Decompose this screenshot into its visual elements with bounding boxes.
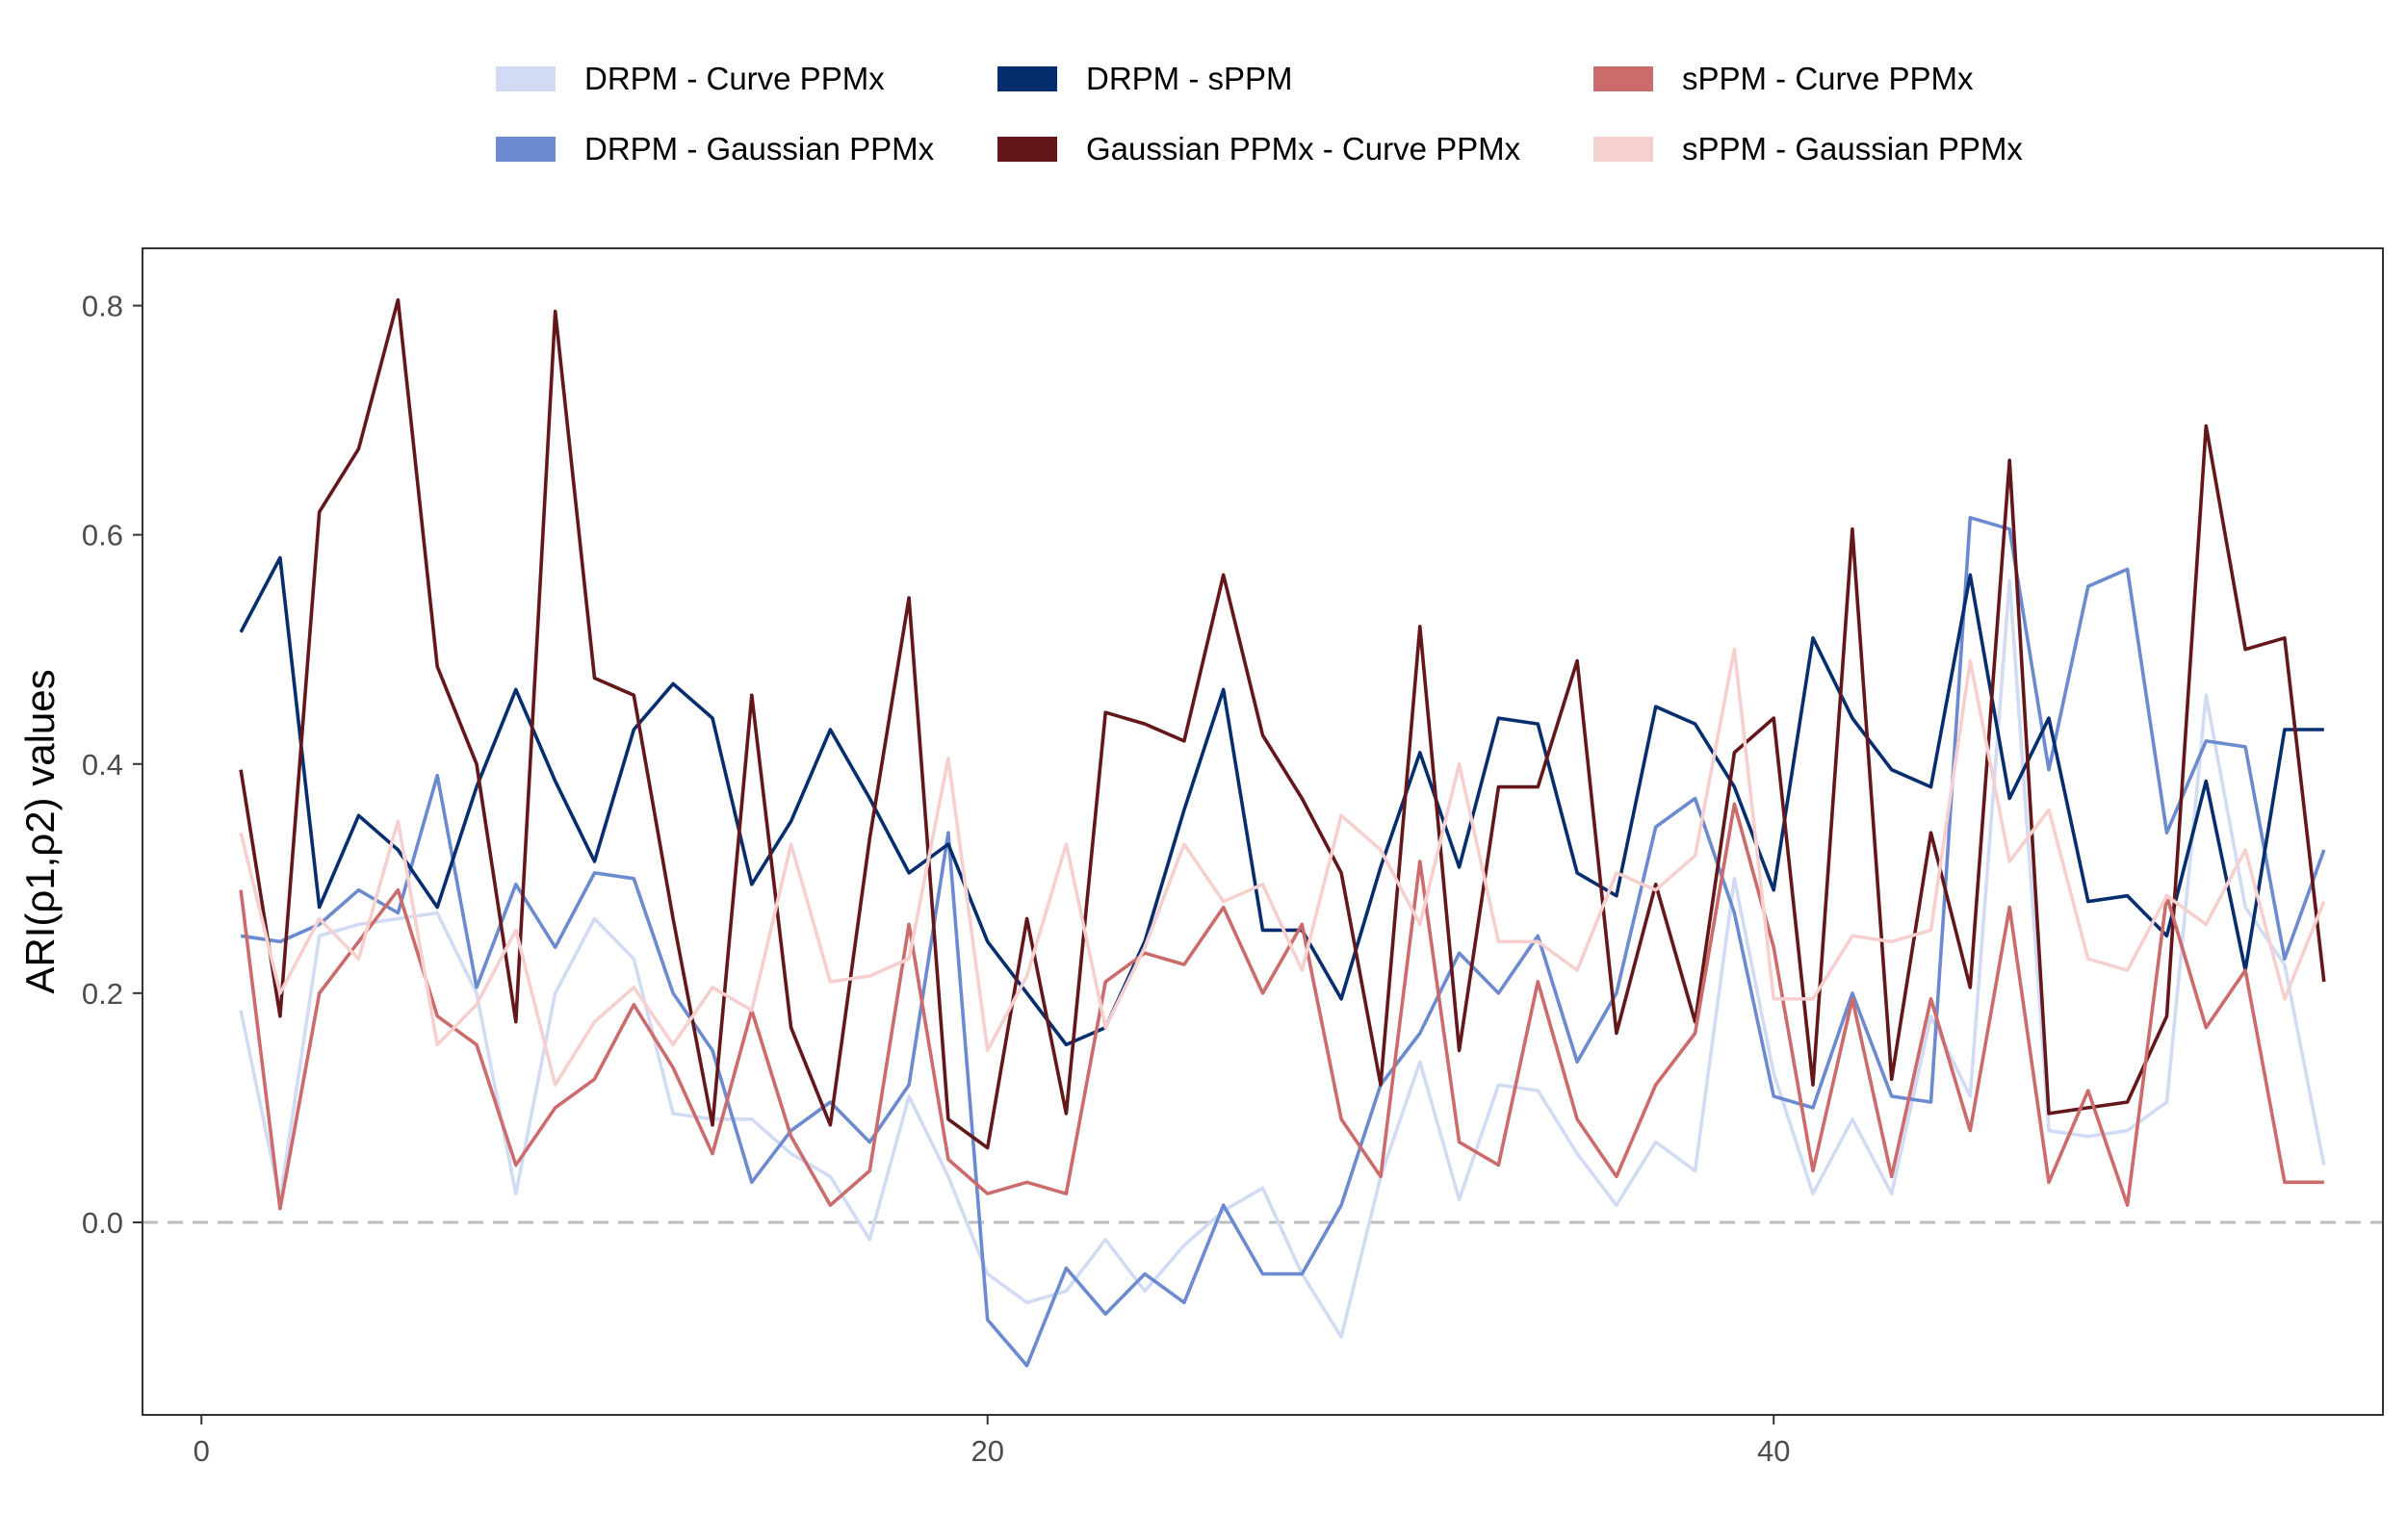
- legend-label: DRPM - Gaussian PPMx: [584, 131, 935, 167]
- series-line-4: [239, 802, 2324, 1211]
- legend-swatch: [1593, 137, 1653, 162]
- y-axis-title: ARI(ρ1,ρ2) values: [17, 669, 63, 993]
- x-tick-label: 40: [1757, 1434, 1790, 1468]
- legend-item-sppm-gaussian: sPPM - Gaussian PPMx: [1593, 130, 2023, 168]
- legend-item-sppm-curve: sPPM - Curve PPMx: [1593, 60, 1974, 98]
- series-line-5: [239, 647, 2326, 1087]
- legend-swatch: [496, 66, 556, 91]
- legend-swatch: [1593, 66, 1653, 91]
- legend-label: DRPM - Curve PPMx: [584, 61, 885, 96]
- series-line-3: [239, 297, 2326, 1150]
- series-line-1: [240, 515, 2326, 1368]
- y-tick-label: 0.6: [82, 519, 123, 552]
- series-line-0: [239, 578, 2326, 1339]
- x-tick-label: 20: [971, 1434, 1003, 1468]
- y-tick-label: 0.8: [82, 290, 123, 323]
- legend-swatch: [997, 137, 1057, 162]
- legend-swatch: [496, 137, 556, 162]
- legend-label: sPPM - Curve PPMx: [1682, 61, 1974, 96]
- legend-item-drpm-curve: DRPM - Curve PPMx: [496, 60, 885, 98]
- legend: DRPM - Curve PPMx DRPM - Gaussian PPMx D…: [0, 0, 2407, 212]
- axis-layer: 0.0 0.2 0.4 0.6 0.8 0 20 40: [82, 290, 1791, 1468]
- y-tick-label: 0.0: [82, 1206, 123, 1240]
- legend-item-drpm-sppm: DRPM - sPPM: [997, 60, 1293, 98]
- legend-item-drpm-gaussian: DRPM - Gaussian PPMx: [496, 130, 934, 168]
- legend-label: sPPM - Gaussian PPMx: [1682, 131, 2023, 167]
- series-layer: [239, 297, 2326, 1368]
- legend-item-gaussian-curve: Gaussian PPMx - Curve PPMx: [997, 130, 1520, 168]
- x-tick-label: 0: [194, 1434, 210, 1468]
- legend-label: Gaussian PPMx - Curve PPMx: [1086, 131, 1521, 167]
- legend-swatch: [997, 66, 1057, 91]
- plot-frame: [142, 247, 2384, 1416]
- legend-label: DRPM - sPPM: [1086, 61, 1293, 96]
- y-tick-label: 0.2: [82, 977, 123, 1011]
- y-tick-label: 0.4: [82, 748, 123, 782]
